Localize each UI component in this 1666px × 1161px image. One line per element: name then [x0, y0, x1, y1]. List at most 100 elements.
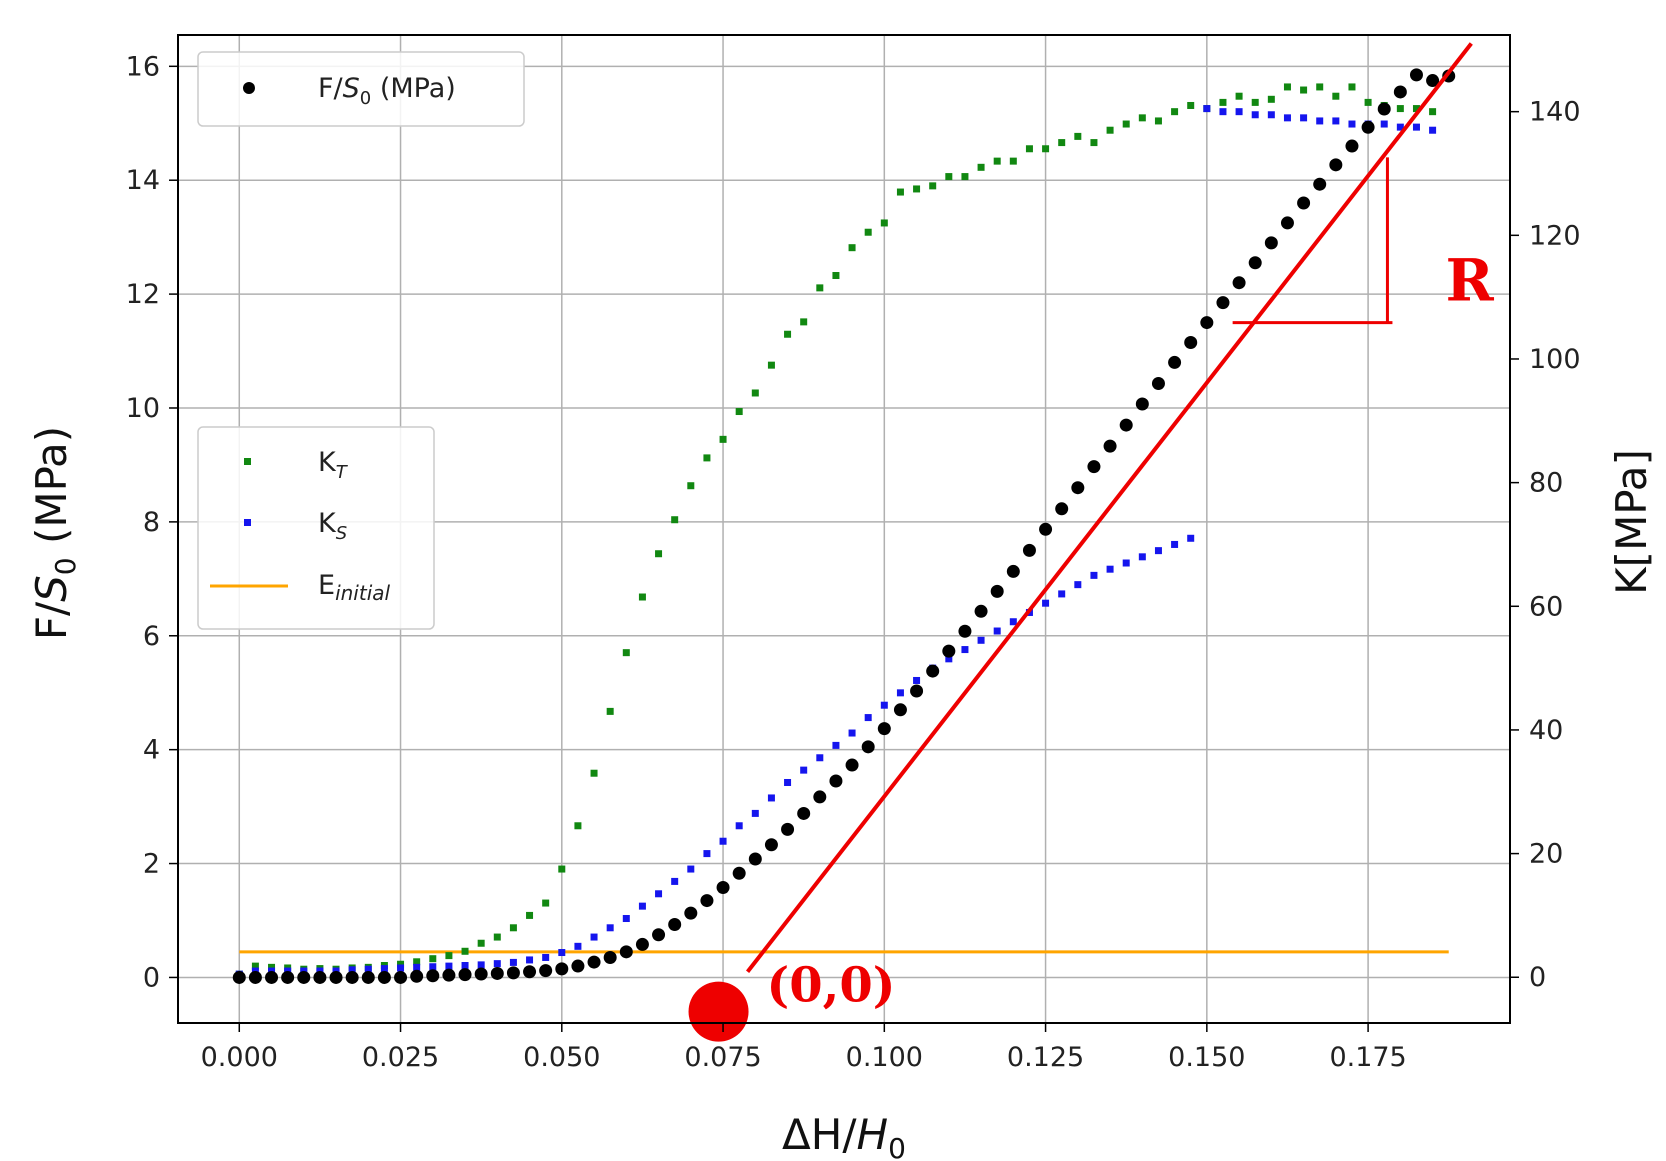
stress-point: [1119, 418, 1133, 432]
legend-stress: F/S0 (MPa): [197, 51, 525, 127]
kt-point: [413, 958, 421, 966]
ks-point: [735, 822, 743, 830]
kt-point: [864, 228, 872, 236]
kt-point: [671, 516, 679, 524]
kt-point: [429, 955, 437, 963]
stress-point: [910, 684, 924, 698]
ks-point: [1267, 111, 1275, 119]
ks-point: [1122, 559, 1130, 567]
series-stress: [232, 68, 1456, 984]
stress-point: [813, 790, 827, 804]
right-y-tick-label: 100: [1529, 344, 1581, 375]
stress-point: [668, 917, 682, 931]
stress-point: [926, 664, 940, 678]
kt-point: [542, 899, 550, 907]
stress-point: [942, 644, 956, 658]
ks-point: [719, 837, 727, 845]
ks-point: [590, 933, 598, 941]
left-y-tick-label: 2: [143, 849, 160, 880]
ks-point: [832, 741, 840, 749]
stress-point: [1280, 216, 1294, 230]
ks-point: [945, 655, 953, 663]
stress-point: [990, 584, 1004, 598]
kt-point: [784, 330, 792, 338]
kt-point: [1058, 139, 1066, 147]
right-y-tick-label: 60: [1529, 591, 1563, 622]
kt-point: [993, 157, 1001, 165]
stress-point: [1313, 177, 1327, 191]
ks-point: [800, 766, 808, 774]
stress-point: [1006, 564, 1020, 578]
stress-point: [1426, 74, 1440, 88]
stress-point: [797, 806, 811, 820]
x-tick-label: 0.025: [362, 1042, 439, 1073]
ks-point: [477, 961, 485, 969]
stress-point: [1087, 460, 1101, 474]
ks-point: [751, 809, 759, 817]
stress-point: [265, 970, 279, 984]
stress-point: [893, 703, 907, 717]
ks-point: [1429, 126, 1437, 134]
x-tick-label: 0.000: [201, 1042, 278, 1073]
ks-point: [1074, 581, 1082, 589]
stress-point: [845, 758, 859, 772]
stress-point: [1135, 397, 1149, 411]
stress-point: [619, 945, 633, 959]
kt-point: [1429, 108, 1437, 116]
kt-point: [767, 361, 775, 369]
stress-point: [1022, 543, 1036, 557]
ks-point: [638, 902, 646, 910]
ks-point: [1300, 114, 1308, 122]
stress-point: [281, 970, 295, 984]
kt-point: [461, 947, 469, 955]
kt-point: [493, 933, 501, 941]
stress-point: [377, 970, 391, 984]
legend-kt-label: KT: [318, 447, 349, 483]
legend-frame: [197, 426, 435, 630]
stress-point: [1329, 158, 1343, 172]
ks-point: [364, 965, 372, 973]
kt-point: [751, 389, 759, 397]
kt-point: [880, 219, 888, 227]
stress-point: [748, 852, 762, 866]
kt-point: [977, 163, 985, 171]
stress-point: [490, 966, 504, 980]
ks-point: [413, 963, 421, 971]
ks-point: [784, 778, 792, 786]
kt-point: [1348, 83, 1356, 91]
stress-point: [345, 970, 359, 984]
origin-point: [688, 981, 749, 1042]
kt-point: [848, 244, 856, 252]
kt-point: [945, 173, 953, 181]
right-y-tick-label: 20: [1529, 839, 1563, 870]
ks-point: [767, 794, 775, 802]
stress-point: [1393, 85, 1407, 99]
slope-label: R: [1445, 247, 1494, 315]
ks-point: [977, 636, 985, 644]
stress-point: [1216, 296, 1230, 310]
stress-point: [1071, 481, 1085, 495]
stress-point: [781, 822, 795, 836]
kt-point: [1025, 145, 1033, 153]
stress-point: [426, 969, 440, 983]
kt-point: [655, 550, 663, 558]
ks-point: [671, 877, 679, 885]
ks-point: [864, 714, 872, 722]
kt-point: [703, 454, 711, 462]
ks-point: [1348, 120, 1356, 128]
ks-point: [1154, 547, 1162, 555]
ks-point: [493, 960, 501, 968]
ks-point: [655, 890, 663, 898]
stress-point: [587, 955, 601, 969]
stress-point: [458, 968, 472, 982]
ks-point: [1042, 599, 1050, 607]
stress-point: [1151, 377, 1165, 391]
kt-point: [1171, 108, 1179, 116]
ks-point: [913, 676, 921, 684]
left-y-tick-label: 6: [143, 621, 160, 652]
ks-point: [397, 964, 405, 972]
ks-point: [574, 942, 582, 950]
stress-point: [829, 774, 843, 788]
x-tick-label: 0.150: [1168, 1042, 1245, 1073]
